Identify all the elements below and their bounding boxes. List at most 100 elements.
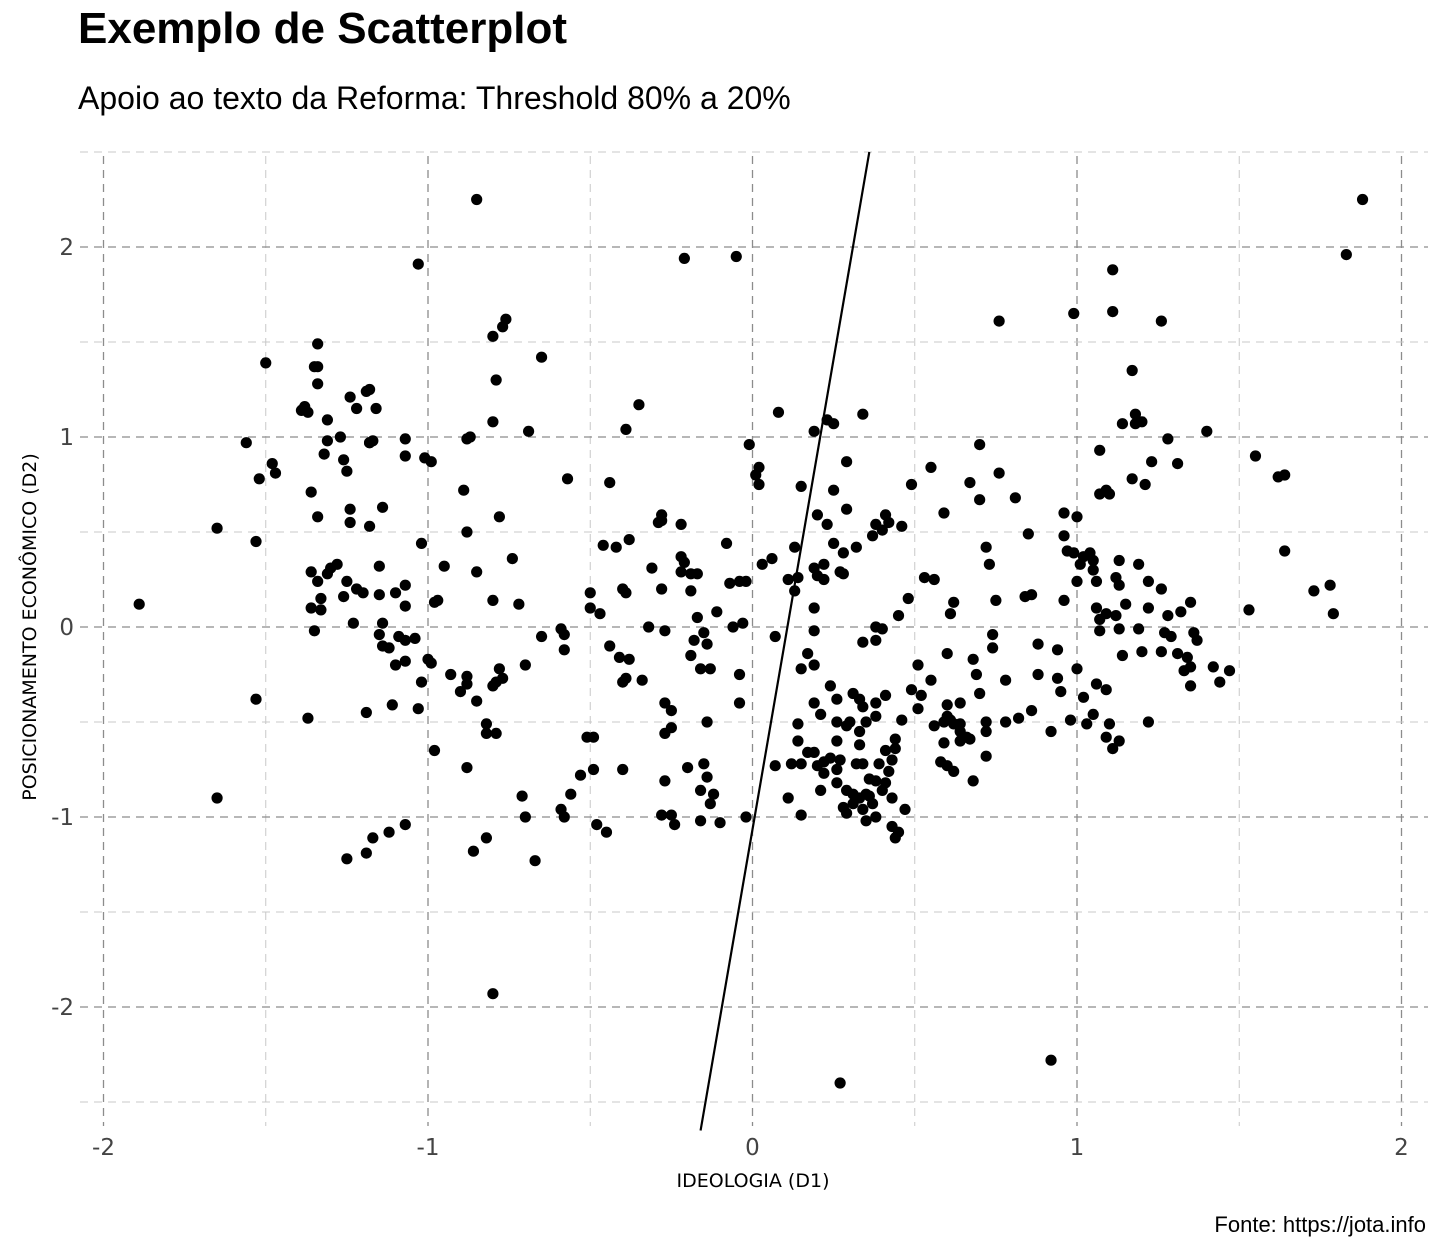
data-point bbox=[1139, 478, 1151, 491]
data-point bbox=[415, 537, 428, 550]
data-point bbox=[694, 663, 707, 675]
data-point bbox=[312, 575, 324, 588]
data-point bbox=[1087, 708, 1099, 721]
data-point bbox=[1103, 488, 1116, 500]
data-point bbox=[487, 416, 499, 428]
x-axis-ticks: -2 -1 0 1 2 bbox=[92, 1135, 1409, 1161]
data-point bbox=[694, 784, 707, 797]
data-point bbox=[211, 792, 223, 804]
data-point bbox=[1071, 575, 1083, 588]
data-point bbox=[471, 193, 483, 206]
data-point bbox=[818, 767, 830, 779]
data-point bbox=[1113, 623, 1125, 635]
data-point bbox=[889, 832, 901, 844]
data-point bbox=[876, 524, 888, 536]
data-point bbox=[974, 439, 986, 451]
data-point bbox=[1162, 610, 1174, 622]
data-point bbox=[620, 672, 632, 684]
data-point bbox=[373, 560, 385, 572]
data-point bbox=[967, 653, 979, 665]
data-point bbox=[782, 792, 794, 804]
data-point bbox=[363, 383, 376, 396]
data-point bbox=[604, 477, 616, 489]
data-point bbox=[438, 560, 450, 572]
data-point bbox=[873, 758, 885, 770]
data-point bbox=[305, 486, 317, 498]
data-point bbox=[974, 494, 986, 506]
data-point bbox=[360, 847, 372, 859]
data-point bbox=[1113, 554, 1125, 567]
data-point bbox=[415, 676, 428, 688]
data-point bbox=[707, 788, 720, 800]
data-point bbox=[987, 642, 999, 654]
data-point bbox=[1045, 725, 1057, 738]
data-point bbox=[831, 693, 843, 705]
y-tick-label: 2 bbox=[59, 235, 74, 261]
data-point bbox=[815, 784, 827, 797]
data-point bbox=[1175, 606, 1187, 618]
data-point bbox=[587, 763, 600, 776]
data-point bbox=[860, 815, 872, 827]
data-point bbox=[896, 520, 908, 532]
data-point bbox=[925, 674, 937, 686]
data-point bbox=[490, 374, 502, 386]
data-point bbox=[1025, 705, 1038, 717]
data-point bbox=[1165, 630, 1177, 643]
data-point bbox=[1162, 433, 1174, 445]
data-point bbox=[941, 699, 953, 711]
data-point bbox=[792, 718, 804, 730]
data-point bbox=[841, 503, 853, 515]
data-point bbox=[558, 811, 570, 823]
data-point bbox=[795, 480, 807, 492]
data-point bbox=[584, 587, 596, 599]
data-point bbox=[1087, 564, 1099, 576]
data-point bbox=[1126, 364, 1138, 377]
data-point bbox=[1340, 249, 1352, 261]
data-point bbox=[831, 763, 843, 776]
data-point bbox=[1116, 649, 1129, 662]
data-point bbox=[240, 437, 252, 449]
data-point bbox=[623, 653, 635, 665]
data-point bbox=[831, 735, 843, 747]
data-point bbox=[1155, 646, 1167, 658]
data-point bbox=[299, 401, 311, 413]
data-point bbox=[1142, 575, 1154, 588]
data-point bbox=[399, 450, 411, 462]
data-point bbox=[493, 663, 505, 675]
data-point bbox=[889, 743, 901, 755]
y-tick-label: 1 bbox=[59, 425, 74, 451]
data-point bbox=[347, 617, 359, 629]
data-point bbox=[727, 621, 739, 633]
data-point bbox=[1201, 425, 1213, 437]
data-point bbox=[795, 758, 807, 770]
data-point bbox=[1155, 583, 1167, 595]
data-point bbox=[659, 775, 671, 787]
data-point bbox=[860, 716, 872, 728]
data-point bbox=[1155, 315, 1167, 327]
data-point bbox=[633, 399, 645, 411]
data-point bbox=[1279, 469, 1291, 481]
data-point bbox=[363, 437, 376, 449]
data-point bbox=[305, 602, 317, 614]
data-point bbox=[669, 819, 681, 831]
data-point bbox=[1087, 554, 1099, 567]
data-point bbox=[980, 541, 992, 553]
data-point bbox=[1120, 598, 1132, 610]
data-point bbox=[338, 591, 350, 603]
data-point bbox=[964, 477, 976, 489]
data-point bbox=[740, 811, 752, 823]
data-point bbox=[1081, 718, 1093, 730]
data-point bbox=[1090, 602, 1103, 614]
data-point bbox=[756, 558, 768, 570]
data-point bbox=[1107, 743, 1119, 755]
data-point bbox=[367, 832, 379, 844]
data-point bbox=[808, 659, 820, 671]
data-point bbox=[691, 568, 703, 580]
data-point bbox=[1000, 674, 1012, 686]
data-point bbox=[970, 668, 983, 681]
data-point bbox=[870, 775, 882, 787]
data-point bbox=[678, 556, 690, 569]
data-point bbox=[980, 725, 992, 738]
data-point bbox=[912, 703, 924, 715]
data-point bbox=[522, 425, 535, 437]
